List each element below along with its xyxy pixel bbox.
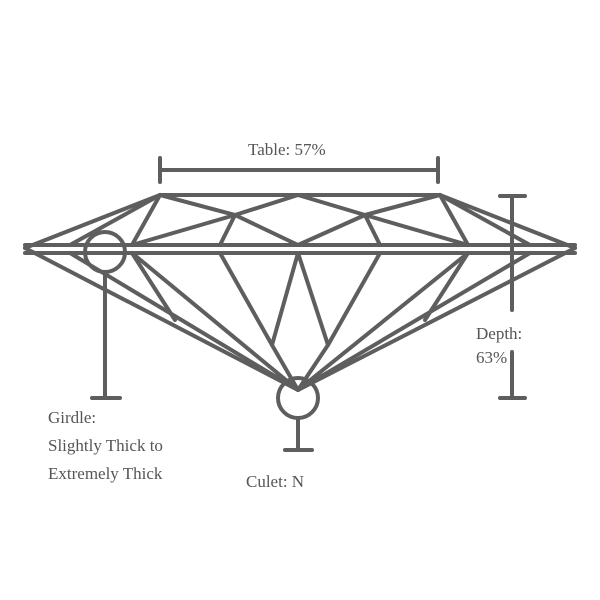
depth-label-title: Depth: — [476, 324, 523, 343]
girdle-callout — [83, 230, 127, 400]
table-dimension-bracket — [158, 156, 440, 184]
girdle-label: Girdle: Slightly Thick to Extremely Thic… — [48, 404, 163, 488]
pavilion-facets — [68, 251, 532, 392]
table-label: Table: 57% — [248, 140, 326, 159]
depth-label: Depth: 63% — [476, 322, 522, 370]
depth-label-value: 63% — [476, 348, 508, 367]
girdle-label-value-1: Slightly Thick to — [48, 436, 163, 455]
girdle-label-value-2: Extremely Thick — [48, 464, 163, 483]
depth-dimension-bracket — [498, 194, 527, 400]
culet-label: Culet: N — [246, 472, 305, 491]
culet-callout — [276, 376, 320, 452]
crown-facets — [68, 193, 532, 247]
girdle-label-title: Girdle: — [48, 408, 97, 427]
